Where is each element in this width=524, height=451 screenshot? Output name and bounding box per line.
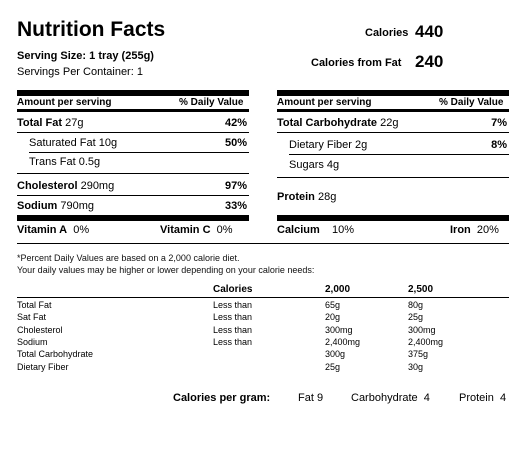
nutrient-row-sugars: Sugars 4g xyxy=(289,159,340,171)
divider xyxy=(289,154,509,155)
nutrient-row-trans-fat: Trans Fat 0.5g xyxy=(29,156,101,168)
dv-header-calories: Calories xyxy=(213,284,253,295)
divider xyxy=(277,132,509,133)
calories-fat-label: Calories from Fat xyxy=(311,57,402,69)
dv-table-cell: Less than xyxy=(213,312,253,323)
iron: Iron 20% xyxy=(450,224,499,236)
left-bottom-bar xyxy=(17,215,249,221)
dv-table-cell: Total Carbohydrate xyxy=(17,349,94,360)
divider xyxy=(17,132,249,133)
dv-table-cell: 300mg xyxy=(325,324,353,335)
nutrient-row-total-carbohydrate: Total Carbohydrate 22g 7% xyxy=(277,117,507,129)
dv-table-cell: 300g xyxy=(325,349,346,360)
calories-fat-value: 240 xyxy=(415,52,444,71)
dv-table-cell: Less than xyxy=(213,324,253,335)
dv-table-rule xyxy=(17,297,509,298)
vitamins-rule xyxy=(17,243,509,244)
per-gram-protein: Protein 4 xyxy=(459,392,507,404)
vitamin-a: Vitamin A 0% xyxy=(17,224,90,236)
left-header-rule xyxy=(17,109,249,112)
dv-header-2000: 2,000 xyxy=(325,284,351,295)
dv-table-cell: 80g xyxy=(408,300,424,310)
right-header-dv: % Daily Value xyxy=(439,97,504,108)
left-top-bar xyxy=(17,90,249,96)
nutrient-row-dietary-fiber: Dietary Fiber 2g 8% xyxy=(289,139,507,151)
dv-table-cell: 25g xyxy=(408,312,424,323)
dv-table-cell: 25g xyxy=(325,361,341,372)
divider xyxy=(17,173,249,174)
dv-note-line2: Your daily values may be higher or lower… xyxy=(17,265,315,275)
divider xyxy=(29,152,249,153)
divider xyxy=(17,195,249,196)
serving-size: Serving Size: 1 tray (255g) xyxy=(17,50,154,62)
nutrient-row-sodium: Sodium 790mg 33% xyxy=(17,200,247,212)
dv-table-cell: Sodium xyxy=(17,336,48,347)
dv-table-cell: 65g xyxy=(325,300,341,310)
nutrient-row-protein: Protein 28g xyxy=(277,191,337,203)
calories-value: 440 xyxy=(415,22,444,41)
per-gram-label: Calories per gram: xyxy=(173,392,271,404)
calories-label: Calories xyxy=(365,27,409,39)
per-gram-fat: Fat 9 xyxy=(298,392,324,404)
dv-note-line1: *Percent Daily Values are based on a 2,0… xyxy=(17,253,240,263)
right-header-rule xyxy=(277,109,509,112)
servings-per-container: Servings Per Container: 1 xyxy=(17,66,143,78)
dv-header-2500: 2,500 xyxy=(408,284,434,295)
dv-table-cell: Less than xyxy=(213,300,253,310)
dv-table-cell: Sat Fat xyxy=(17,312,47,323)
dv-table-cell: 30g xyxy=(408,361,424,372)
dv-table-cell: 2,400mg xyxy=(408,336,444,347)
nutrient-row-cholesterol: Cholesterol 290mg 97% xyxy=(17,180,247,192)
right-header-amount: Amount per serving xyxy=(277,97,372,108)
nutrient-row-total-fat: Total Fat 27g 42% xyxy=(17,117,247,129)
vitamin-c: Vitamin C 0% xyxy=(160,224,233,236)
divider xyxy=(277,177,509,178)
dv-table-cell: 300mg xyxy=(408,324,436,335)
serving-size-value: 1 tray (255g) xyxy=(89,50,154,62)
nutrient-row-saturated-fat: Saturated Fat 10g 50% xyxy=(29,137,247,149)
right-top-bar xyxy=(277,90,509,96)
calcium: Calcium 10% xyxy=(277,224,355,236)
dv-table-cell: Dietary Fiber xyxy=(17,361,69,372)
dv-table-cell: Total Fat xyxy=(17,300,52,310)
left-header-amount: Amount per serving xyxy=(17,97,112,108)
right-bottom-bar xyxy=(277,215,509,221)
left-header-dv: % Daily Value xyxy=(179,97,244,108)
serving-size-label: Serving Size: xyxy=(17,50,87,62)
dv-table-cell: 20g xyxy=(325,312,341,323)
dv-table-cell: 375g xyxy=(408,349,429,360)
dv-table-cell: Less than xyxy=(213,336,253,347)
per-gram-carbohydrate: Carbohydrate 4 xyxy=(351,392,430,404)
dv-table-cell: 2,400mg xyxy=(325,336,361,347)
dv-table-cell: Cholesterol xyxy=(17,324,63,335)
page-title: Nutrition Facts xyxy=(17,18,166,41)
